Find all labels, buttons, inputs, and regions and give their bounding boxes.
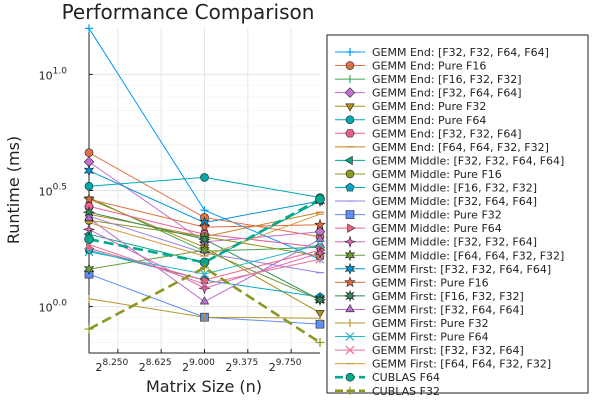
data-point-22-1 [200,279,209,289]
data-point-19-1 [199,296,210,305]
data-point-15-0 [83,263,95,276]
legend-label-0: GEMM End: [F32, F32, F64, F64] [372,46,549,59]
legend-marker-21 [345,332,355,341]
data-point-25-0 [84,324,94,334]
legend-marker-5 [345,115,355,125]
data-point-18-1 [198,233,211,246]
data-point-17-0 [83,193,95,205]
chart-title: Performance Comparison [62,0,315,24]
data-point-1-0 [84,148,94,158]
legend-label-14: GEMM Middle: [F32, F32, F64] [372,236,537,249]
legend-marker-9 [345,169,355,179]
legend-label-2: GEMM End: [F16, F32, F32] [372,73,522,86]
series-line-24 [88,198,321,264]
legend-marker-6 [345,129,355,138]
legend-marker-13 [347,223,356,233]
legend-marker-18 [343,289,357,303]
data-point-0-1 [200,206,209,215]
legend-label-12: GEMM Middle: Pure F32 [372,209,502,222]
data-point-5-0 [84,181,94,191]
data-point-25-2 [315,338,325,348]
data-point-17-2 [314,218,326,230]
legend-label-13: GEMM Middle: Pure F64 [372,222,502,235]
data-point-18-2 [313,293,327,306]
data-point-19-2 [315,233,325,242]
legend-label-16: GEMM First: [F32, F32, F64, F64] [372,263,551,276]
legend-label-10: GEMM Middle: [F16, F32, F32] [372,182,537,195]
series-markers [82,24,327,348]
x-tick-label: 28.625 [139,358,172,374]
data-point-21-1 [200,269,209,279]
data-point-19-0 [84,212,94,222]
legend-label-22: GEMM First: [F32, F32, F64] [372,344,524,357]
legend-label-19: GEMM First: [F32, F64, F64] [372,303,524,316]
legend-marker-0 [346,48,354,56]
legend-label-23: GEMM First: [F64, F64, F32, F32] [372,358,551,371]
legend-marker-16 [344,262,356,275]
legend-label-3: GEMM End: [F32, F64, F64] [372,87,522,100]
legend-label-20: GEMM First: Pure F32 [372,317,489,330]
data-point-4-2 [315,310,325,319]
data-point-21-2 [315,240,325,249]
x-tick-label: 29.750 [269,358,302,374]
y-axis-label: Runtime (ms) [4,136,23,244]
legend-marker-1 [345,61,355,70]
data-point-5-1 [200,173,209,182]
legend-marker-14 [343,235,357,248]
data-point-14-2 [313,246,327,260]
legend-label-7: GEMM End: [F64, F64, F32, F32] [372,141,549,154]
legend-label-1: GEMM End: Pure F16 [372,60,486,73]
legend: GEMM End: [F32, F32, F64, F64]GEMM End: … [326,34,589,398]
x-tick-label: 28.250 [95,358,128,374]
data-point-0-0 [85,24,93,33]
legend-label-25: CUBLAS F32 [372,385,440,398]
legend-label-4: GEMM End: Pure F32 [372,100,486,113]
x-tick-labels: 28.250 28.625 29.000 29.375 29.750 [95,358,301,374]
y-tick-labels: 100.0 100.5 101.0 [39,66,68,314]
legend-marker-19 [345,304,355,313]
legend-label-24: CUBLAS F64 [372,371,440,384]
data-point-25-1 [200,263,209,273]
legend-label-11: GEMM Middle: [F32, F64, F64] [372,195,537,208]
legend-marker-10 [345,182,355,192]
data-point-16-0 [83,164,95,177]
y-tick-label: 101.0 [39,66,68,82]
legend-marker-24 [345,372,355,382]
legend-label-6: GEMM End: [F32, F32, F64] [372,127,522,140]
legend-label-21: GEMM First: Pure F64 [372,331,489,344]
data-point-15-1 [199,244,210,257]
x-tick-label: 29.000 [182,358,215,374]
legend-marker-3 [344,87,356,98]
legend-marker-17 [344,276,356,288]
x-axis-label: Matrix Size (n) [146,377,262,396]
data-point-22-2 [315,254,325,264]
legend-marker-8 [344,155,353,166]
data-point-24-2 [315,194,325,205]
y-tick-label: 100.5 [39,183,67,199]
legend-box [326,34,589,394]
x-tick-label: 29.375 [225,358,258,374]
plot-area [82,24,327,354]
legend-marker-25 [346,386,354,395]
legend-label-9: GEMM Middle: Pure F16 [372,168,502,181]
legend-marker-12 [345,210,355,219]
data-point-21-0 [84,247,94,257]
legend-label-15: GEMM Middle: [F64, F64, F32, F32] [372,249,564,262]
legend-marker-22 [345,345,355,355]
data-point-17-1 [198,221,211,232]
legend-marker-4 [345,103,355,112]
legend-label-18: GEMM First: [F16, F32, F32] [372,290,524,303]
legend-marker-15 [344,249,356,262]
legend-label-5: GEMM End: Pure F64 [372,114,486,127]
legend-label-17: GEMM First: Pure F16 [372,276,489,289]
data-point-24-0 [84,234,94,245]
legend-label-8: GEMM Middle: [F32, F32, F64, F64] [372,154,564,167]
y-tick-label: 100.0 [39,299,68,315]
